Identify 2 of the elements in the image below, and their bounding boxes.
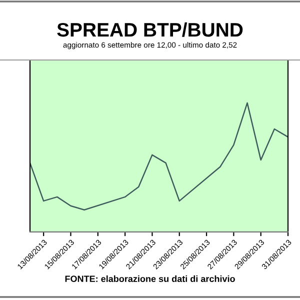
chart-title: SPREAD BTP/BUND [57, 22, 243, 37]
source-note: FONTE: elaborazione su dati di archivio [65, 275, 235, 282]
